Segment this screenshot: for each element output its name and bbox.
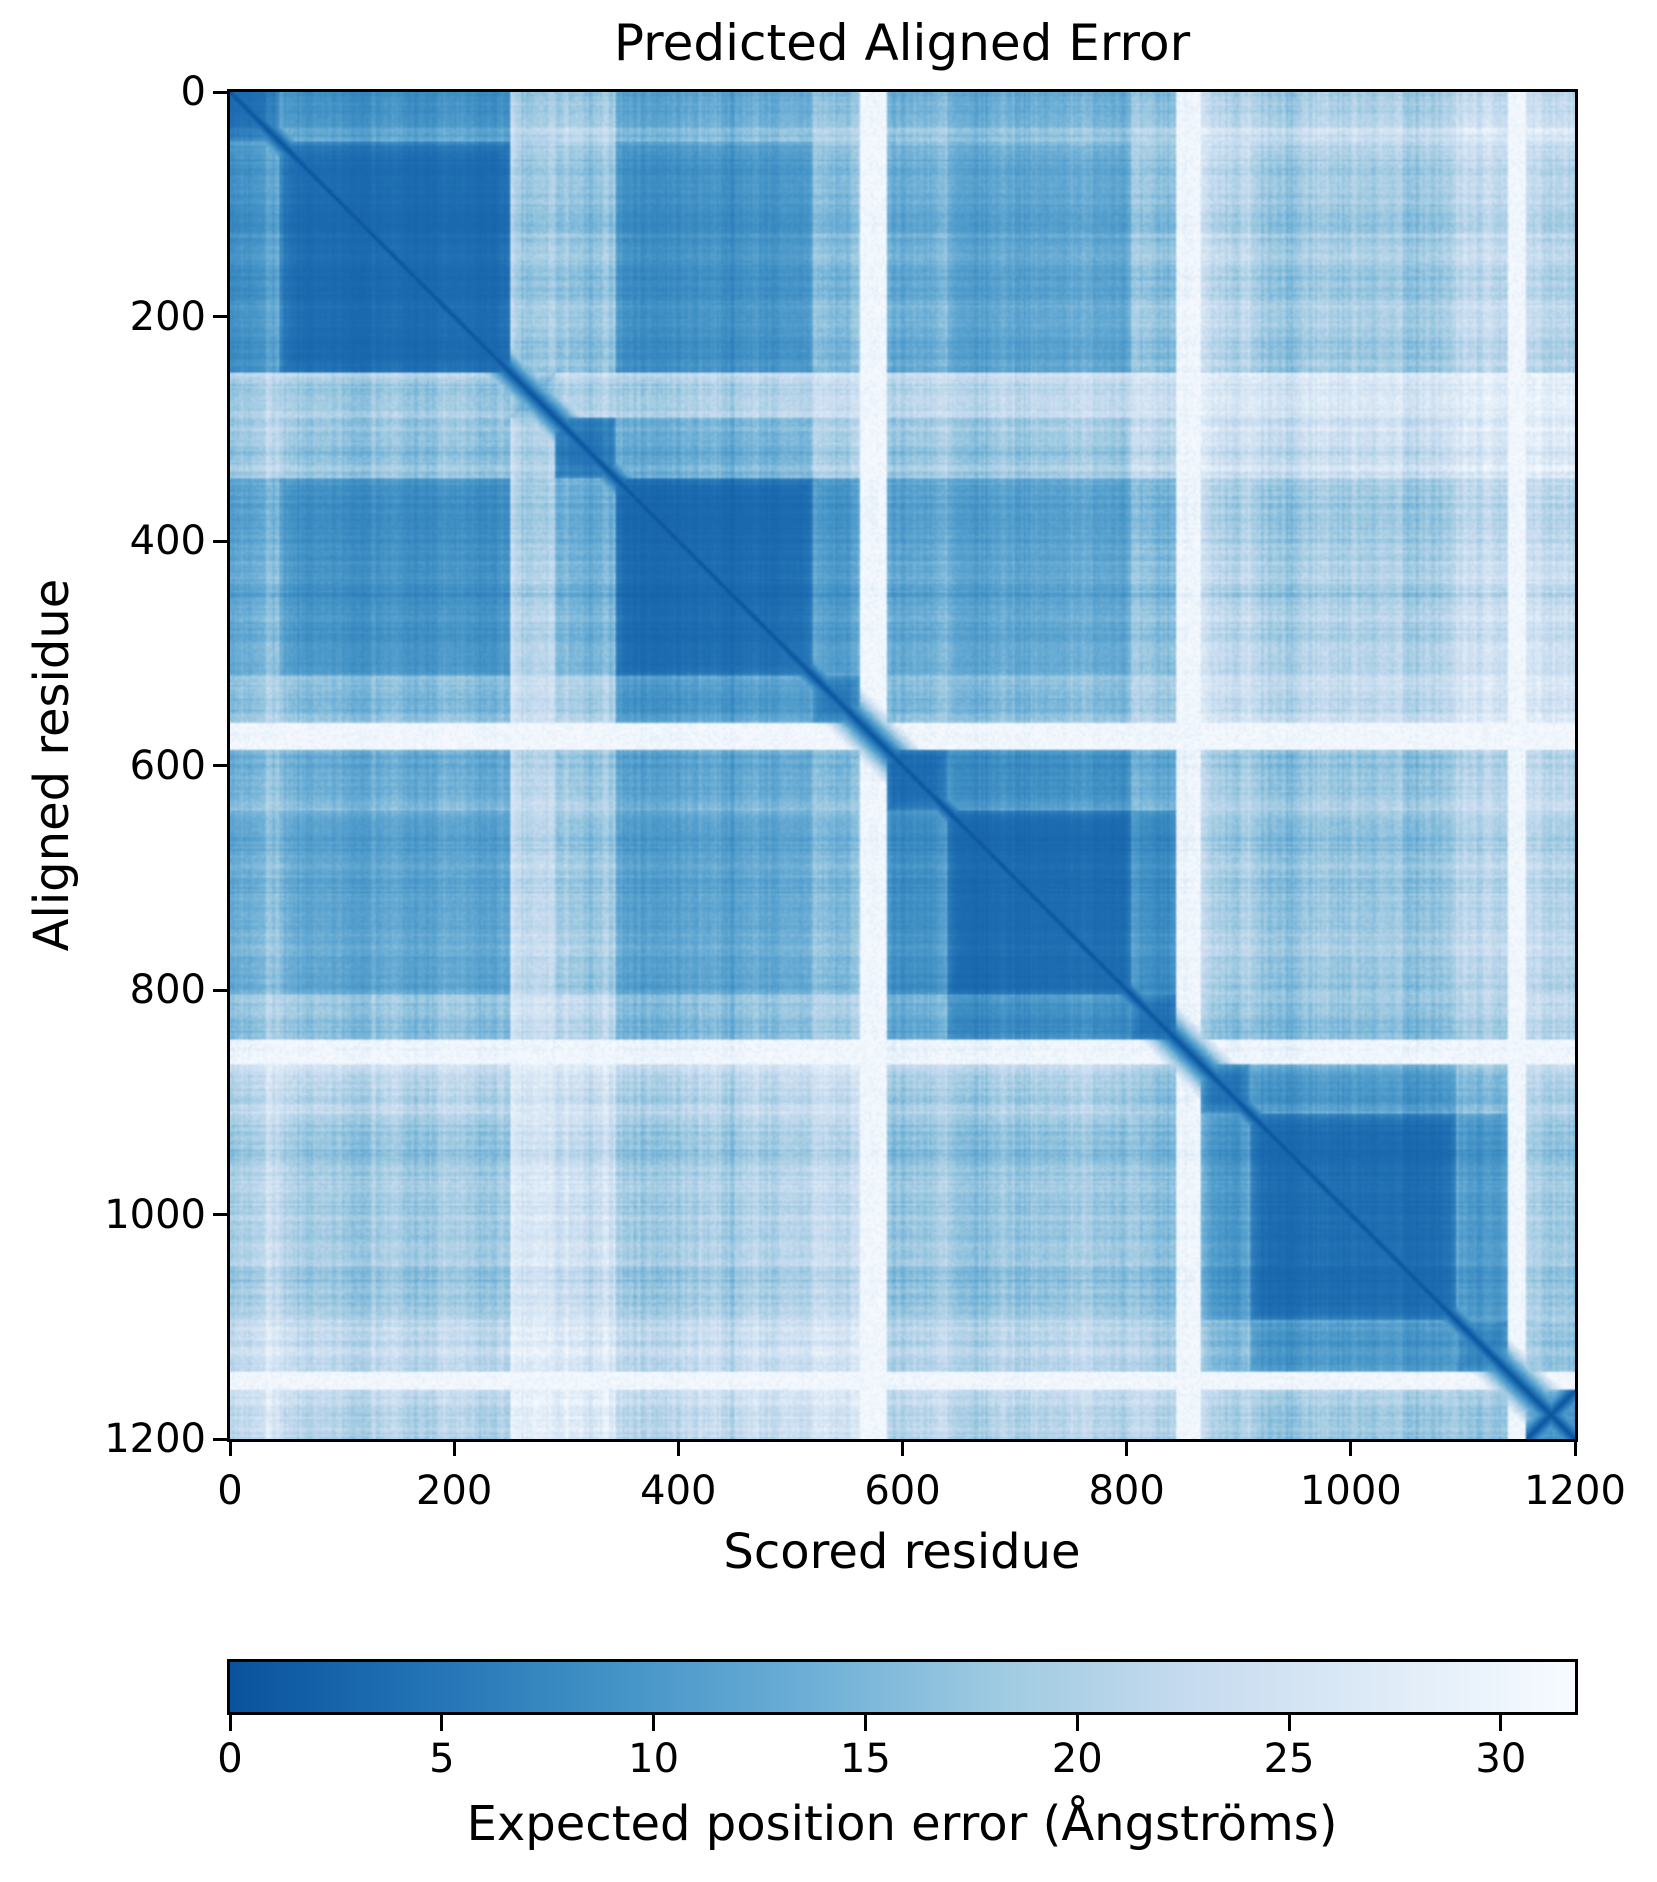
x-tick-label: 0 [217, 1468, 243, 1514]
x-tick-mark [901, 1440, 904, 1456]
x-tick-label: 1000 [1299, 1468, 1402, 1514]
x-tick-mark [452, 1440, 456, 1456]
colorbar-tick-mark [652, 1715, 656, 1731]
x-tick-label: 800 [1088, 1468, 1165, 1514]
x-tick-mark [676, 1440, 680, 1456]
y-tick-mark [213, 1213, 229, 1216]
colorbar-label: Expected position error (Ångströms) [466, 1796, 1338, 1852]
x-tick-mark [1125, 1440, 1129, 1456]
x-tick-label: 200 [415, 1468, 493, 1514]
y-tick-label: 0 [180, 69, 206, 115]
colorbar-gradient-canvas [230, 1662, 1575, 1712]
y-axis-label: Aligned residue [24, 578, 80, 952]
colorbar-tick-label: 15 [839, 1736, 891, 1782]
x-tick-mark [1349, 1440, 1353, 1456]
y-tick-mark [213, 539, 229, 543]
y-tick-label: 400 [129, 518, 206, 564]
y-tick-label: 1200 [104, 1416, 206, 1462]
pae-heatmap-canvas [230, 92, 1575, 1439]
y-tick-mark [213, 988, 229, 992]
colorbar-tick-label: 30 [1475, 1736, 1527, 1782]
colorbar-tick-label: 0 [217, 1736, 243, 1782]
y-tick-label: 200 [129, 293, 206, 340]
colorbar-tick-mark [440, 1715, 444, 1731]
chart-title: Predicted Aligned Error [613, 14, 1191, 72]
y-tick-label: 1000 [104, 1191, 206, 1238]
x-tick-label: 1200 [1524, 1468, 1626, 1514]
y-tick-mark [213, 90, 229, 94]
x-tick-label: 400 [640, 1468, 717, 1514]
colorbar-tick-label: 25 [1263, 1736, 1315, 1782]
y-tick-label: 600 [129, 742, 206, 789]
y-tick-mark [213, 315, 229, 318]
colorbar-tick-label: 5 [429, 1736, 455, 1782]
colorbar-tick-mark [863, 1715, 867, 1731]
colorbar-tick-label: 10 [628, 1736, 680, 1782]
x-tick-mark [228, 1440, 232, 1456]
x-axis-label: Scored residue [723, 1524, 1081, 1580]
colorbar-tick-mark [228, 1715, 232, 1731]
y-tick-mark [213, 764, 229, 767]
y-tick-mark [213, 1437, 229, 1441]
colorbar-tick-mark [1075, 1715, 1079, 1731]
colorbar-tick-mark [1287, 1715, 1291, 1731]
colorbar-tick-mark [1499, 1715, 1503, 1731]
y-tick-label: 800 [129, 967, 206, 1013]
colorbar-tick-label: 20 [1051, 1736, 1103, 1782]
x-tick-label: 600 [864, 1468, 941, 1514]
x-tick-mark [1573, 1440, 1577, 1456]
